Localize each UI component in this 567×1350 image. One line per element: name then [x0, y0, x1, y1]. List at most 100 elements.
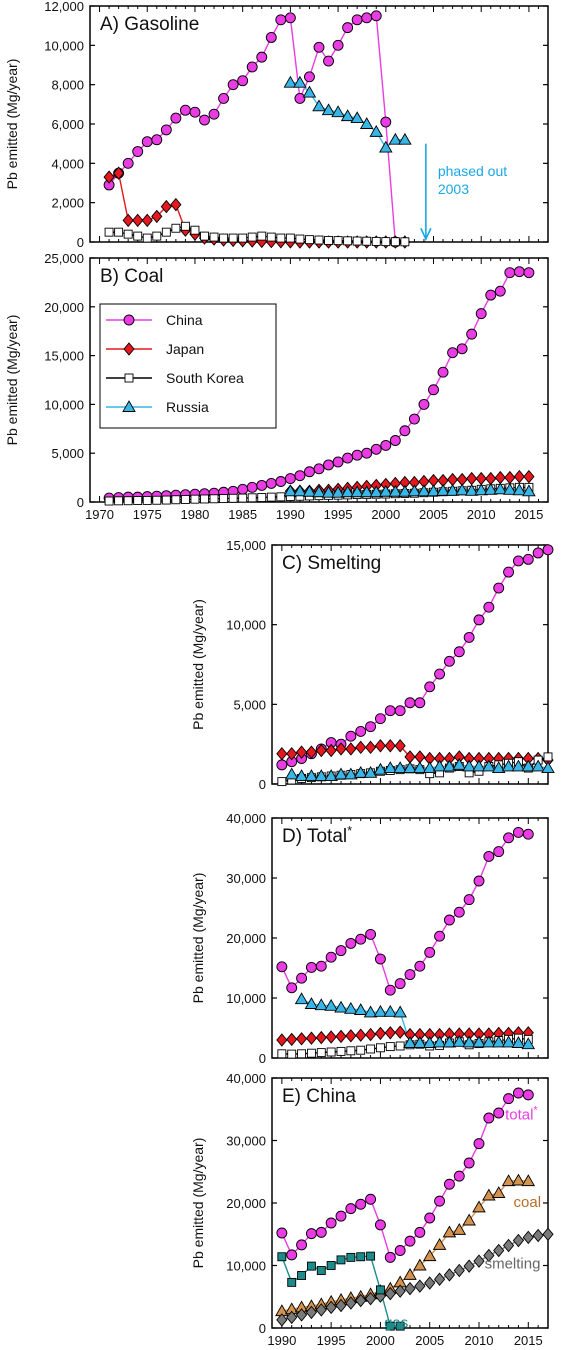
panel-c-russia-point	[284, 767, 299, 780]
panel-e-total-point	[315, 1226, 327, 1238]
panel-d-japan-point	[325, 1030, 337, 1044]
panel-b-china-point	[237, 483, 249, 495]
panel-d-china-point	[404, 969, 416, 981]
panel-c-south-korea-point	[543, 752, 553, 762]
panel-d-russia-point	[334, 1000, 348, 1013]
panel-b-china-point	[485, 289, 497, 301]
panel-c-russia-point	[353, 765, 368, 778]
panel-c-japan-point	[305, 745, 318, 759]
panel-e-coal-point	[442, 1225, 457, 1238]
panel-c-ytick-label: 5,000	[233, 697, 266, 712]
panel-a-china-point	[370, 10, 382, 22]
panel-a-frame	[89, 5, 549, 243]
panel-b-ytick-label: 10,000	[44, 397, 84, 412]
panel-c-japan-point	[345, 742, 357, 756]
panel-b-russia-point	[293, 484, 307, 497]
panel-e-smelting-point	[394, 1284, 406, 1298]
panel-a-title: A) Gasoline	[100, 14, 199, 35]
panel-d-russia-point	[413, 1036, 427, 1048]
panel-d-china-point	[374, 953, 386, 965]
panel-a-china-point	[256, 51, 268, 63]
panel-e-coal-point	[403, 1267, 417, 1280]
panel-e-smelting-point	[305, 1305, 318, 1320]
panel-d-china-point	[394, 978, 406, 990]
panel-b-title: B) Coal	[100, 266, 163, 287]
legend-marker-japan	[123, 342, 135, 356]
panel-d-japan-point	[335, 1029, 347, 1044]
panel-b-russia-point	[493, 482, 508, 495]
panel-b-china-point	[265, 478, 277, 489]
panel-c-japan-point	[295, 745, 308, 759]
panel-b-russia-point	[340, 485, 355, 498]
panel-b-xtick-label: 1970	[85, 507, 114, 522]
panel-a-south-korea-point	[190, 225, 200, 235]
panel-a-south-korea-point	[390, 237, 400, 247]
panel-a-china-point	[170, 112, 182, 124]
panel-c-china-point	[365, 721, 377, 733]
panel-e-smelting-point	[443, 1268, 456, 1282]
panel-d-russia-point	[353, 1003, 368, 1015]
panel-c-russia-point	[314, 769, 329, 781]
panel-b-china-point	[504, 267, 516, 279]
panel-a-south-korea-point	[305, 235, 314, 245]
panel-a-china-point	[342, 22, 354, 34]
panel-b-china-point	[380, 439, 392, 451]
panel-e-total-point	[335, 1210, 347, 1222]
panel-e-gas-point	[306, 1261, 316, 1271]
panel-a-china-point	[265, 32, 277, 43]
panel-d-russia-point	[383, 1004, 398, 1017]
panel-a-south-korea-point	[362, 236, 372, 246]
panel-c-ytick-label: 0	[259, 777, 266, 792]
panel-a-china-point	[275, 14, 287, 26]
phase-out-annotation: phased out	[438, 163, 507, 179]
panel-b-japan-point	[446, 472, 459, 487]
phase-out-arrowhead	[420, 227, 432, 241]
panel-c-japan-point	[384, 739, 396, 753]
panel-d-title-sup: *	[347, 823, 352, 838]
panel-b-china-point	[447, 347, 459, 359]
panel-d-russia-point	[462, 1035, 476, 1048]
panel-d-china-point	[355, 933, 367, 945]
panel-d-russia-point	[314, 998, 329, 1011]
panel-c-russia-point	[304, 769, 319, 781]
panel-b-russia-point	[503, 482, 517, 495]
panel-b-series-russia	[283, 482, 536, 498]
panel-a-south-korea-point	[200, 231, 209, 241]
panel-d-russia-point	[422, 1036, 437, 1048]
panel-a-china-point	[151, 134, 163, 146]
panel-c-china-point	[345, 730, 357, 742]
panel-c-china-point	[522, 553, 534, 565]
panel-a-china-point	[132, 146, 144, 157]
panel-e-coal-point	[482, 1188, 496, 1201]
panel-a-russia-point	[283, 75, 298, 88]
panel-e-smelting-point	[433, 1272, 446, 1286]
panel-c-japan-point	[355, 740, 367, 755]
panel-e-gas-point	[346, 1252, 356, 1262]
panel-c-china-point	[483, 601, 495, 613]
panel-c-russia-point	[422, 761, 437, 774]
panel-e-xtick-label: 2000	[366, 1333, 395, 1348]
panel-b-russia-point	[283, 484, 298, 497]
panel-b-russia-point	[369, 485, 384, 498]
legend-marker-russia	[122, 400, 136, 412]
panel-e-smelting-point	[335, 1298, 347, 1313]
panel-e-ytick-label: 30,000	[226, 1134, 266, 1149]
panel-b-xtick-label: 2015	[514, 507, 543, 522]
panel-a-china-point	[380, 116, 392, 128]
panel-a-south-korea-point	[133, 231, 143, 241]
panel-e-smelting-point	[463, 1259, 475, 1273]
panel-e-smelting-point	[532, 1228, 544, 1243]
panel-a-japan-point	[141, 213, 153, 228]
panel-b-xtick-label: 1980	[180, 507, 209, 522]
panel-d-japan-point	[305, 1031, 318, 1045]
panel-a-ytick-label: 4,000	[51, 156, 84, 171]
panel-b-china-point	[313, 463, 325, 475]
panel-e-smelting-point	[542, 1227, 554, 1241]
panel-e-total-point	[355, 1198, 367, 1210]
panel-a-japan-point	[170, 197, 182, 212]
panel-b-japan-point	[504, 470, 516, 485]
panel-e-smelting-point	[502, 1238, 515, 1253]
panel-b-russia-point	[417, 484, 431, 497]
panel-a-japan-point	[151, 209, 163, 224]
panel-e-coal-point	[452, 1222, 467, 1235]
